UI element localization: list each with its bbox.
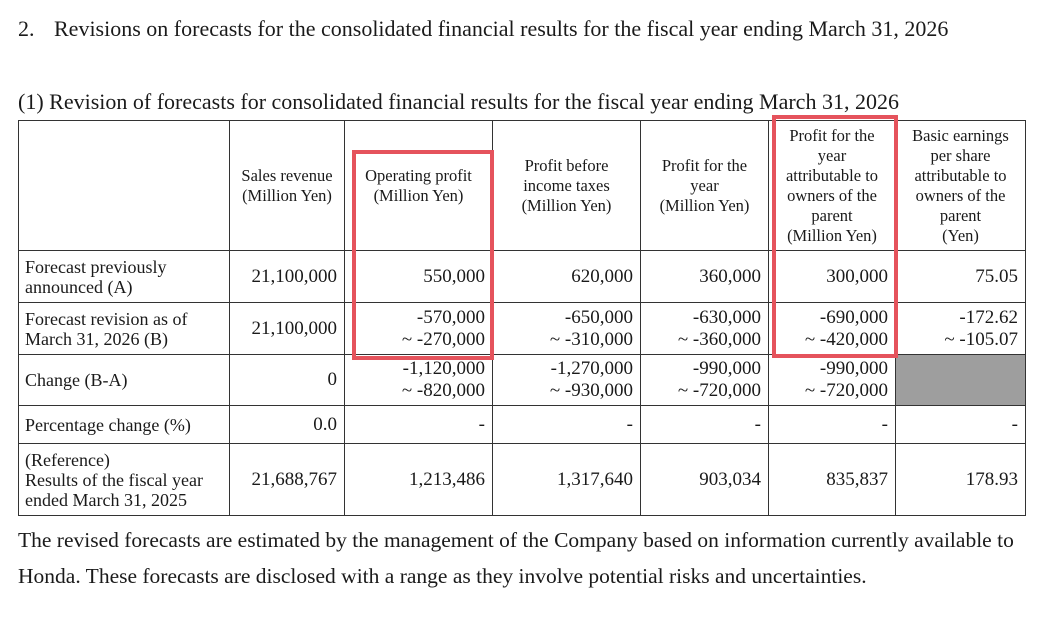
header-profit-before-tax: Profit before income taxes (Million Yen)	[492, 120, 641, 251]
header-eps: Basic earnings per share attributable to ow…	[895, 120, 1026, 251]
section-title: Revisions on forecasts for the consolida…	[54, 16, 949, 41]
section-number: 2.	[18, 16, 35, 41]
cell-profit-for-year: -990,000 ~ -720,000	[640, 354, 769, 406]
row-label: Forecast previously announced (A)	[18, 250, 230, 303]
cell-sales-revenue: 21,100,000	[229, 250, 345, 303]
table-row: Change (B-A) 0 -1,120,000 ~ -820,000 -1,270,…	[18, 354, 1026, 406]
table-row: Forecast revision as of March 31, 2026 (B…	[18, 302, 1026, 355]
cell-operating-profit: 550,000	[344, 250, 493, 303]
header-profit-for-year: Profit for the year (Million Yen)	[640, 120, 769, 251]
shaded-cell	[895, 354, 1026, 406]
cell-profit-attributable: -690,000 ~ -420,000	[768, 302, 896, 355]
cell-eps: 75.05	[895, 250, 1026, 303]
cell-profit-before-tax: 620,000	[492, 250, 641, 303]
row-label: Change (B-A)	[18, 354, 230, 406]
header-profit-attributable: Profit for the year attributable to owners …	[768, 120, 896, 251]
table-row: Percentage change (%) 0.0- - - - -	[18, 405, 1026, 444]
cell-operating-profit: -570,000 ~ -270,000	[344, 302, 493, 355]
footnote-text: The revised forecasts are estimated by t…	[18, 528, 1014, 588]
cell-operating-profit: 1,213,486	[344, 443, 493, 516]
cell-operating-profit: -1,120,000 ~ -820,000	[344, 354, 493, 406]
section-heading: 2. Revisions on forecasts for the consoli…	[18, 14, 948, 44]
table-title: (1) Revision of forecasts for consolidat…	[18, 89, 899, 114]
header-sales-revenue: Sales revenue (Million Yen)	[229, 120, 345, 251]
cell-profit-for-year: 903,034	[640, 443, 769, 516]
header-operating-profit: Operating profit (Million Yen)	[344, 120, 493, 251]
cell-profit-before-tax: -650,000 ~ -310,000	[492, 302, 641, 355]
row-label: Percentage change (%)	[18, 405, 230, 444]
row-label: Forecast revision as of March 31, 2026 (B…	[18, 302, 230, 355]
header-row-label	[18, 120, 230, 251]
cell-sales-revenue: 0	[229, 354, 345, 406]
cell-eps: -	[895, 405, 1026, 444]
cell-profit-attributable: 835,837	[768, 443, 896, 516]
cell-profit-before-tax: -	[492, 405, 641, 444]
cell-profit-attributable: 300,000	[768, 250, 896, 303]
cell-profit-before-tax: 1,317,640	[492, 443, 641, 516]
cell-operating-profit: -	[344, 405, 493, 444]
cell-sales-revenue: 21,688,767	[229, 443, 345, 516]
table-row: Forecast previously announced (A) 21,100,0…	[18, 250, 1026, 303]
cell-profit-for-year: 360,000	[640, 250, 769, 303]
cell-eps: -172.62 ~ -105.07	[895, 302, 1026, 355]
cell-profit-for-year: -	[640, 405, 769, 444]
row-label: (Reference) Results of the fiscal year end…	[18, 443, 230, 516]
cell-profit-for-year: -630,000 ~ -360,000	[640, 302, 769, 355]
cell-sales-revenue: 21,100,000	[229, 302, 345, 355]
forecast-table: Sales revenue (Million Yen) Operating prof…	[18, 120, 1026, 516]
table-row: (Reference) Results of the fiscal year end…	[18, 443, 1026, 516]
cell-eps: 178.93	[895, 443, 1026, 516]
cell-profit-attributable: -990,000 ~ -720,000	[768, 354, 896, 406]
table-header-row: Sales revenue (Million Yen) Operating prof…	[18, 120, 1026, 251]
cell-profit-before-tax: -1,270,000 ~ -930,000	[492, 354, 641, 406]
cell-profit-attributable: -	[768, 405, 896, 444]
cell-sales-revenue: 0.0	[229, 405, 345, 444]
